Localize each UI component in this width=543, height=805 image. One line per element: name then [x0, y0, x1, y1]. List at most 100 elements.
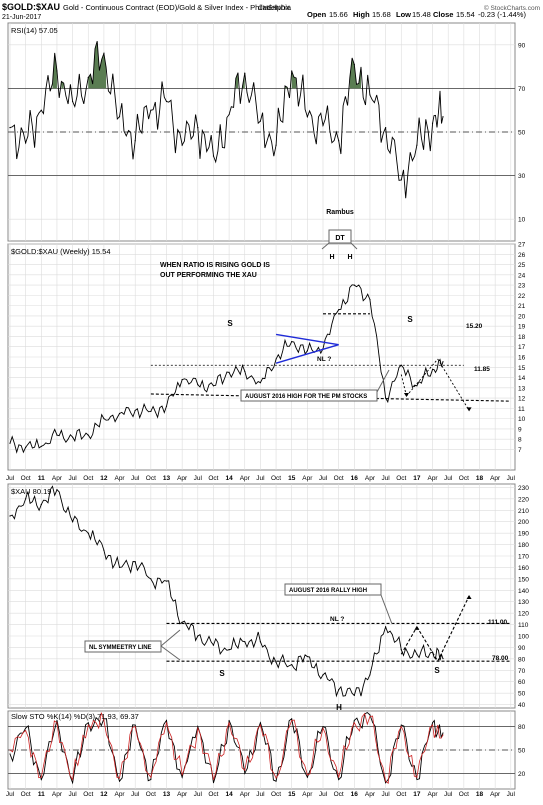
stoch-k-point	[182, 777, 183, 778]
xau-point	[442, 658, 443, 659]
rsi-point	[56, 70, 57, 71]
stoch-d-point	[323, 728, 324, 729]
ratio-point	[72, 437, 73, 438]
x-tick-label: Oct	[208, 475, 218, 482]
projection-arrowhead-2	[467, 407, 472, 411]
x-tick-label: Jul	[131, 475, 140, 482]
y-tick-label: 30	[518, 173, 526, 180]
stoch-d-point	[260, 725, 261, 726]
stoch-k-point	[276, 781, 277, 782]
y-tick-label: 50	[518, 130, 526, 137]
y-tick-label: 10	[518, 416, 526, 423]
rsi-point	[432, 123, 433, 124]
x-tick-label: Apr	[427, 475, 438, 482]
rsi-point	[9, 127, 10, 128]
xau-point	[197, 635, 198, 636]
x-tick-label: Apr	[52, 475, 63, 482]
xau-point	[119, 567, 120, 568]
xau-point	[88, 533, 89, 534]
x-tick-label: 11	[38, 791, 45, 798]
open-value: 15.66	[329, 10, 348, 19]
stoch-d-point	[276, 778, 277, 779]
stoch-k-point	[135, 725, 136, 726]
y-tick-label: 24	[518, 272, 526, 279]
ratio-annotations: WHEN RATIO IS RISING GOLD IS OUT PERFORM…	[160, 230, 490, 401]
rsi-point	[166, 101, 167, 102]
x-tick-label: Jul	[131, 791, 140, 798]
y-tick-label: 190	[518, 531, 529, 538]
rsi-point	[369, 94, 370, 95]
y-tick-label: 19	[518, 324, 526, 331]
x-tick-label: Jul	[319, 475, 328, 482]
low-value: 15.48	[412, 10, 431, 19]
rsi-point	[338, 140, 339, 141]
stoch-d-point	[182, 774, 183, 775]
y-tick-label: 21	[518, 303, 526, 310]
stoch-k-point	[338, 779, 339, 780]
x-tick-label: Oct	[271, 475, 281, 482]
x-tick-label: Jul	[194, 791, 203, 798]
stoch-d-point	[72, 779, 73, 780]
open-label: Open	[307, 10, 327, 19]
y-tick-label: 26	[518, 252, 526, 259]
ratio-point	[119, 413, 120, 414]
stoch-d-point	[135, 726, 136, 727]
stoch-k-point	[72, 782, 73, 783]
stoch-k-point	[244, 773, 245, 774]
x-tick-label: Jul	[6, 791, 15, 798]
x-tick-label: Apr	[240, 475, 251, 482]
stoch-d-point	[416, 777, 417, 778]
x-tick-label: Apr	[427, 791, 438, 798]
rally-high-pointer	[381, 595, 392, 624]
projection-arrow-3	[438, 359, 469, 410]
ratio-point	[442, 361, 443, 362]
ratio-point	[416, 385, 417, 386]
rsi-point	[275, 144, 276, 145]
xau-point	[275, 662, 276, 663]
annotation-dt: DT	[335, 235, 345, 242]
annotation-symmetry-line: NL SYMMEETRY LINE	[89, 645, 152, 651]
y-tick-label: 22	[518, 293, 526, 300]
stoch-d-point	[369, 716, 370, 717]
y-tick-label: 8	[518, 437, 522, 444]
stoch-d-point	[213, 779, 214, 780]
stoch-d-point	[244, 770, 245, 771]
stoch-d-point	[229, 722, 230, 723]
stoch-k-point	[307, 777, 308, 778]
rsi-point	[25, 142, 26, 143]
stoch-d-point	[338, 777, 339, 778]
annotation-xau-neckline: NL ?	[330, 616, 344, 623]
x-tick-label: 14	[225, 791, 233, 798]
y-tick-label: 110	[518, 622, 529, 629]
ratio-point	[260, 382, 261, 383]
stoch-k-point	[150, 779, 151, 780]
x-tick-label: Jul	[68, 791, 77, 798]
ratio-point	[150, 411, 151, 412]
annotation-ratio-line1: WHEN RATIO IS RISING GOLD IS	[160, 262, 270, 269]
xau-point	[244, 641, 245, 642]
x-tick-label: Oct	[271, 791, 281, 798]
y-tick-label: 11	[518, 406, 525, 413]
x-tick-label: Oct	[21, 791, 31, 798]
stoch-d-point	[401, 726, 402, 727]
x-tick-label: Apr	[240, 791, 251, 798]
y-tick-label: 15	[518, 365, 526, 372]
y-tick-label: 10	[518, 217, 526, 224]
x-tick-label: Apr	[177, 791, 188, 798]
y-tick-label: 40	[518, 702, 526, 709]
stoch-title: Slow STO %K(14) %D(3) 71.93, 69.37	[11, 712, 139, 721]
annotation-78: 78.00	[492, 655, 509, 662]
stoch-k-point	[291, 718, 292, 719]
ratio-point	[432, 369, 433, 370]
xau-point	[385, 626, 386, 627]
y-tick-label: 220	[518, 496, 529, 503]
rsi-point	[442, 116, 443, 117]
y-tick-label: 180	[518, 542, 529, 549]
x-tick-label: Apr	[114, 475, 125, 482]
ratio-line	[10, 285, 443, 452]
x-tick-label: Oct	[83, 475, 93, 482]
rsi-point	[244, 73, 245, 74]
stoch-k-point	[213, 782, 214, 783]
